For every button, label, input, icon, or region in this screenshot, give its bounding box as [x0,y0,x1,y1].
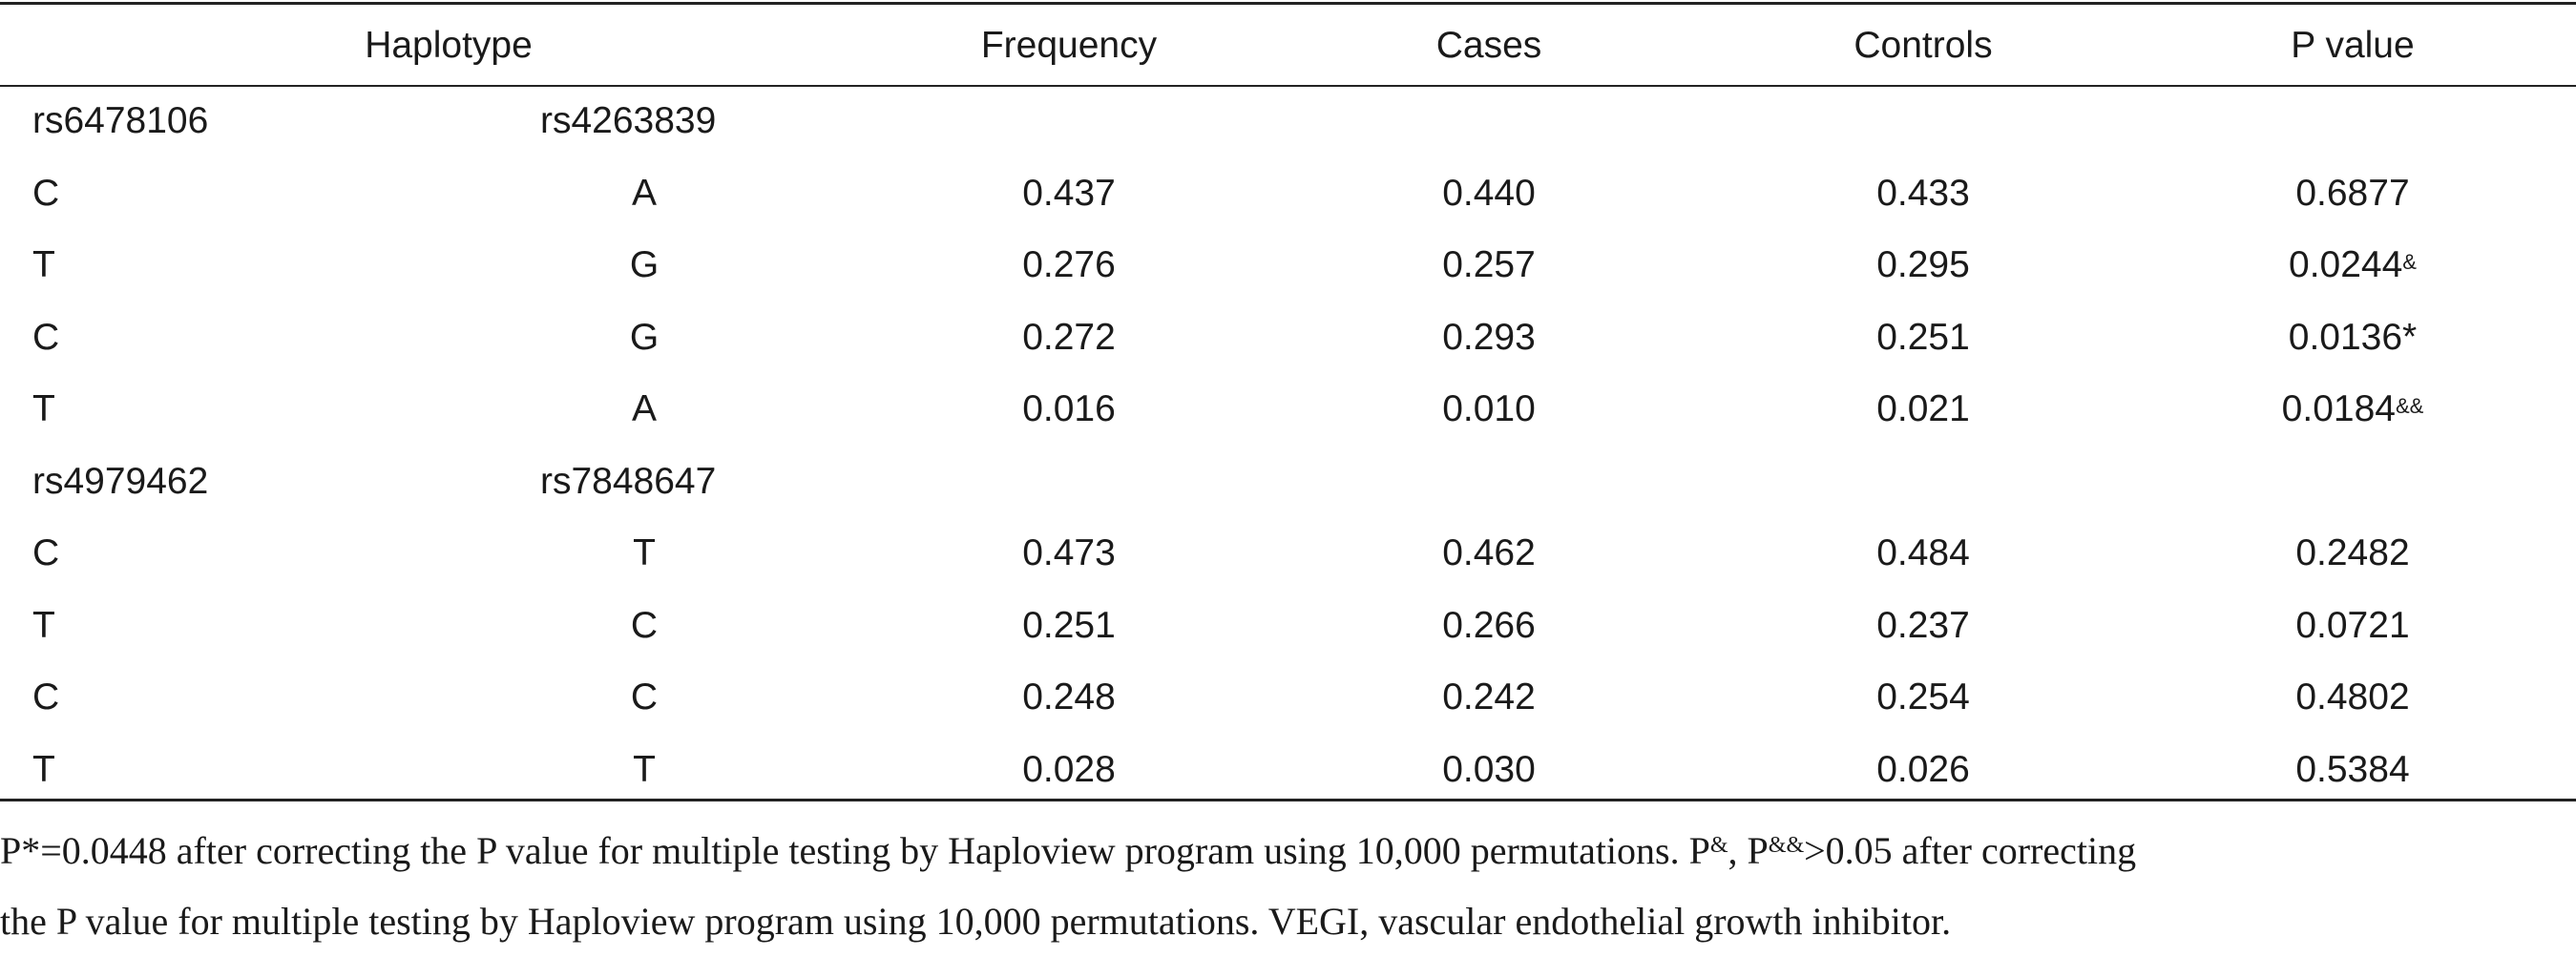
table-row: C T 0.473 0.462 0.484 0.2482 [0,517,2576,590]
p-value-cell: 0.4802 [2186,661,2520,734]
p-value-cell: 0.0136* [2186,302,2520,374]
controls-cell: 0.484 [1876,532,1970,573]
allele-1-cell: C [32,316,60,358]
controls-cell: 0.433 [1876,172,1970,214]
cases-cell: 0.010 [1442,388,1536,429]
allele-1-cell: C [32,676,60,718]
allele-2-cell: C [630,604,659,646]
allele-1-cell: T [32,748,55,790]
table-row: T G 0.276 0.257 0.295 0.0244& [0,229,2576,302]
cases-cell: 0.030 [1442,748,1536,790]
allele-1-cell: T [32,604,55,646]
frequency-cell: 0.473 [1022,532,1116,573]
p-value-superscript: && [2395,394,2424,418]
p-value-text: 0.0721 [2295,604,2410,646]
table-row: T C 0.251 0.266 0.237 0.0721 [0,590,2576,662]
footnote-line-1: P*=0.0448 after correcting the P value f… [0,829,2137,872]
p-value-cell: 0.2482 [2186,517,2520,590]
frequency-cell: 0.028 [1022,748,1116,790]
allele-2-cell: A [631,172,657,214]
p-value-cell: 0.6877 [2186,157,2520,230]
p-value-superscript: & [2402,250,2417,274]
snp-header-row: rs6478106 rs4263839 [0,85,2576,157]
allele-2-cell: T [633,532,656,573]
header-controls: Controls [1853,25,1993,66]
cases-cell: 0.462 [1442,532,1536,573]
p-value-text: 0.4802 [2295,676,2410,718]
footnote-sup-double-ampersand: && [1768,833,1805,858]
table-row: T A 0.016 0.010 0.021 0.0184&& [0,373,2576,446]
allele-1-cell: T [32,388,55,429]
header-frequency: Frequency [980,25,1158,66]
p-value-text: 0.6877 [2295,172,2410,214]
snp-id-2: rs7848647 [540,460,717,502]
frequency-cell: 0.276 [1022,244,1116,285]
cases-cell: 0.266 [1442,604,1536,646]
controls-cell: 0.021 [1876,388,1970,429]
allele-1-cell: C [32,532,60,573]
table-row: C A 0.437 0.440 0.433 0.6877 [0,157,2576,230]
snp-id-2: rs4263839 [540,100,717,141]
header-p-value: P value [2291,25,2415,66]
controls-cell: 0.254 [1876,676,1970,718]
controls-cell: 0.251 [1876,316,1970,358]
p-value-text: 0.5384 [2295,748,2410,790]
allele-2-cell: A [631,388,657,429]
allele-2-cell: G [629,316,660,358]
p-value-cell: 0.0184&& [2186,373,2520,446]
allele-1-cell: C [32,172,60,214]
header-row: Haplotype Frequency Cases Controls P val… [0,10,2576,82]
table-row: C C 0.248 0.242 0.254 0.4802 [0,661,2576,734]
footnote-sup-ampersand: & [1709,833,1728,858]
p-value-text: 0.0184 [2281,388,2396,429]
header-haplotype: Haplotype [365,25,533,66]
controls-cell: 0.237 [1876,604,1970,646]
cases-cell: 0.257 [1442,244,1536,285]
p-value-text: 0.0244 [2289,244,2403,285]
allele-2-cell: G [629,244,660,285]
snp-header-row: rs4979462 rs7848647 [0,446,2576,518]
frequency-cell: 0.248 [1022,676,1116,718]
controls-cell: 0.026 [1876,748,1970,790]
allele-2-cell: C [630,676,659,718]
snp-id-1: rs6478106 [32,100,209,141]
table-footnote: P*=0.0448 after correcting the P value f… [0,816,2576,957]
p-value-cell: 0.0244& [2186,229,2520,302]
allele-2-cell: T [633,748,656,790]
table-row: C G 0.272 0.293 0.251 0.0136* [0,302,2576,374]
controls-cell: 0.295 [1876,244,1970,285]
frequency-cell: 0.016 [1022,388,1116,429]
cases-cell: 0.242 [1442,676,1536,718]
header-bottom-rule [0,85,2576,87]
allele-1-cell: T [32,244,55,285]
p-value-cell: 0.5384 [2186,734,2520,806]
frequency-cell: 0.437 [1022,172,1116,214]
header-cases: Cases [1435,25,1542,66]
cases-cell: 0.293 [1442,316,1536,358]
p-value-cell: 0.0721 [2186,590,2520,662]
table-bottom-rule [0,799,2576,801]
table-row: T T 0.028 0.030 0.026 0.5384 [0,734,2576,806]
p-value-text: 0.0136* [2288,316,2418,358]
snp-id-1: rs4979462 [32,460,209,502]
frequency-cell: 0.251 [1022,604,1116,646]
frequency-cell: 0.272 [1022,316,1116,358]
footnote-line-2: the P value for multiple testing by Hapl… [0,900,1952,943]
p-value-text: 0.2482 [2295,532,2410,573]
table-top-rule [0,2,2576,5]
cases-cell: 0.440 [1442,172,1536,214]
